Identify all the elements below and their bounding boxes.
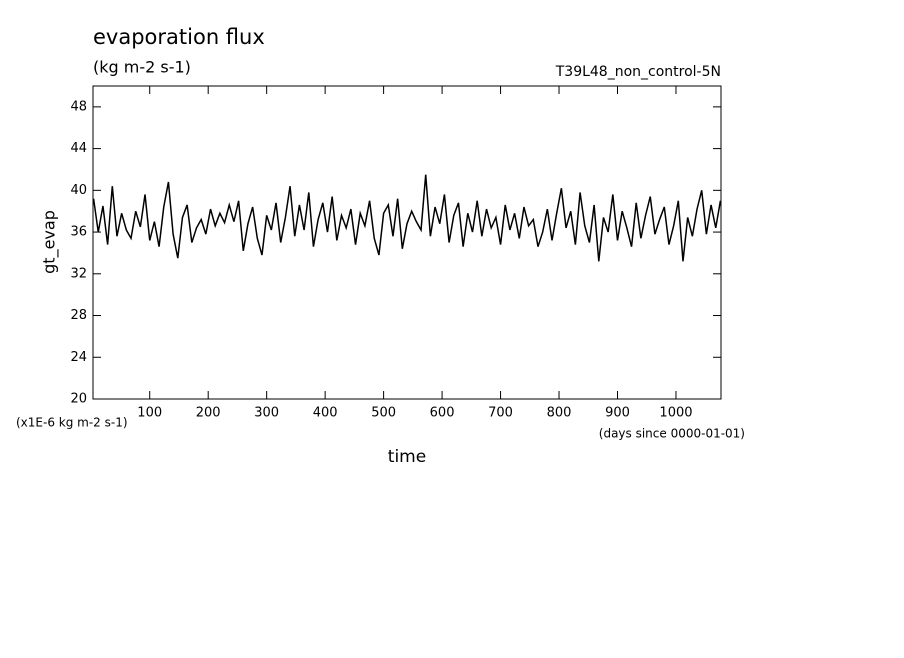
y-tick-label: 32	[70, 266, 87, 281]
y-axis-label: gt_evap	[40, 210, 60, 274]
chart-title: evaporation flux	[93, 25, 265, 49]
y-tick-label: 24	[70, 350, 87, 365]
x-tick-label: 400	[313, 406, 338, 421]
y-tick-label: 20	[70, 392, 87, 407]
x-tick-label: 200	[196, 406, 221, 421]
x-tick-label: 700	[488, 406, 513, 421]
y-tick-label: 28	[70, 308, 87, 323]
data-line	[92, 174, 722, 262]
x-tick-label: 100	[137, 406, 162, 421]
y-tick-label: 48	[70, 99, 87, 114]
y-unit: (x1E-6 kg m-2 s-1)	[16, 416, 128, 430]
x-tick-label: 1000	[659, 406, 692, 421]
y-tick-label: 36	[70, 225, 87, 240]
annotation: T39L48_non_control-5N	[555, 64, 721, 80]
x-tick-label: 600	[430, 406, 455, 421]
chart-subtitle: (kg m-2 s-1)	[93, 58, 191, 77]
plot-frame	[92, 85, 722, 400]
y-tick-label: 40	[70, 183, 87, 198]
x-tick-label: 500	[371, 406, 396, 421]
x-tick-label: 300	[254, 406, 279, 421]
x-tick-label: 900	[605, 406, 630, 421]
x-unit: (days since 0000-01-01)	[599, 427, 745, 441]
x-axis-label: time	[388, 447, 426, 467]
x-tick-label: 800	[547, 406, 572, 421]
y-tick-label: 44	[70, 141, 87, 156]
